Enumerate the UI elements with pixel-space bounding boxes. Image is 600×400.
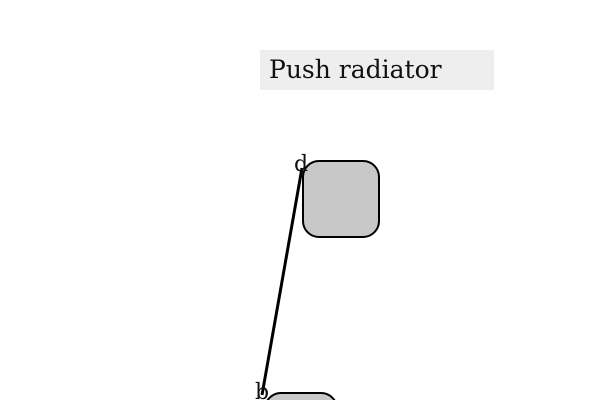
box-b[interactable] (265, 392, 337, 400)
task-instruction: Push radiator (260, 50, 494, 90)
box-d[interactable] (302, 160, 380, 238)
node-label-d: d (294, 152, 308, 177)
node-label-b: b (255, 380, 269, 400)
connecting-rod (260, 167, 304, 396)
